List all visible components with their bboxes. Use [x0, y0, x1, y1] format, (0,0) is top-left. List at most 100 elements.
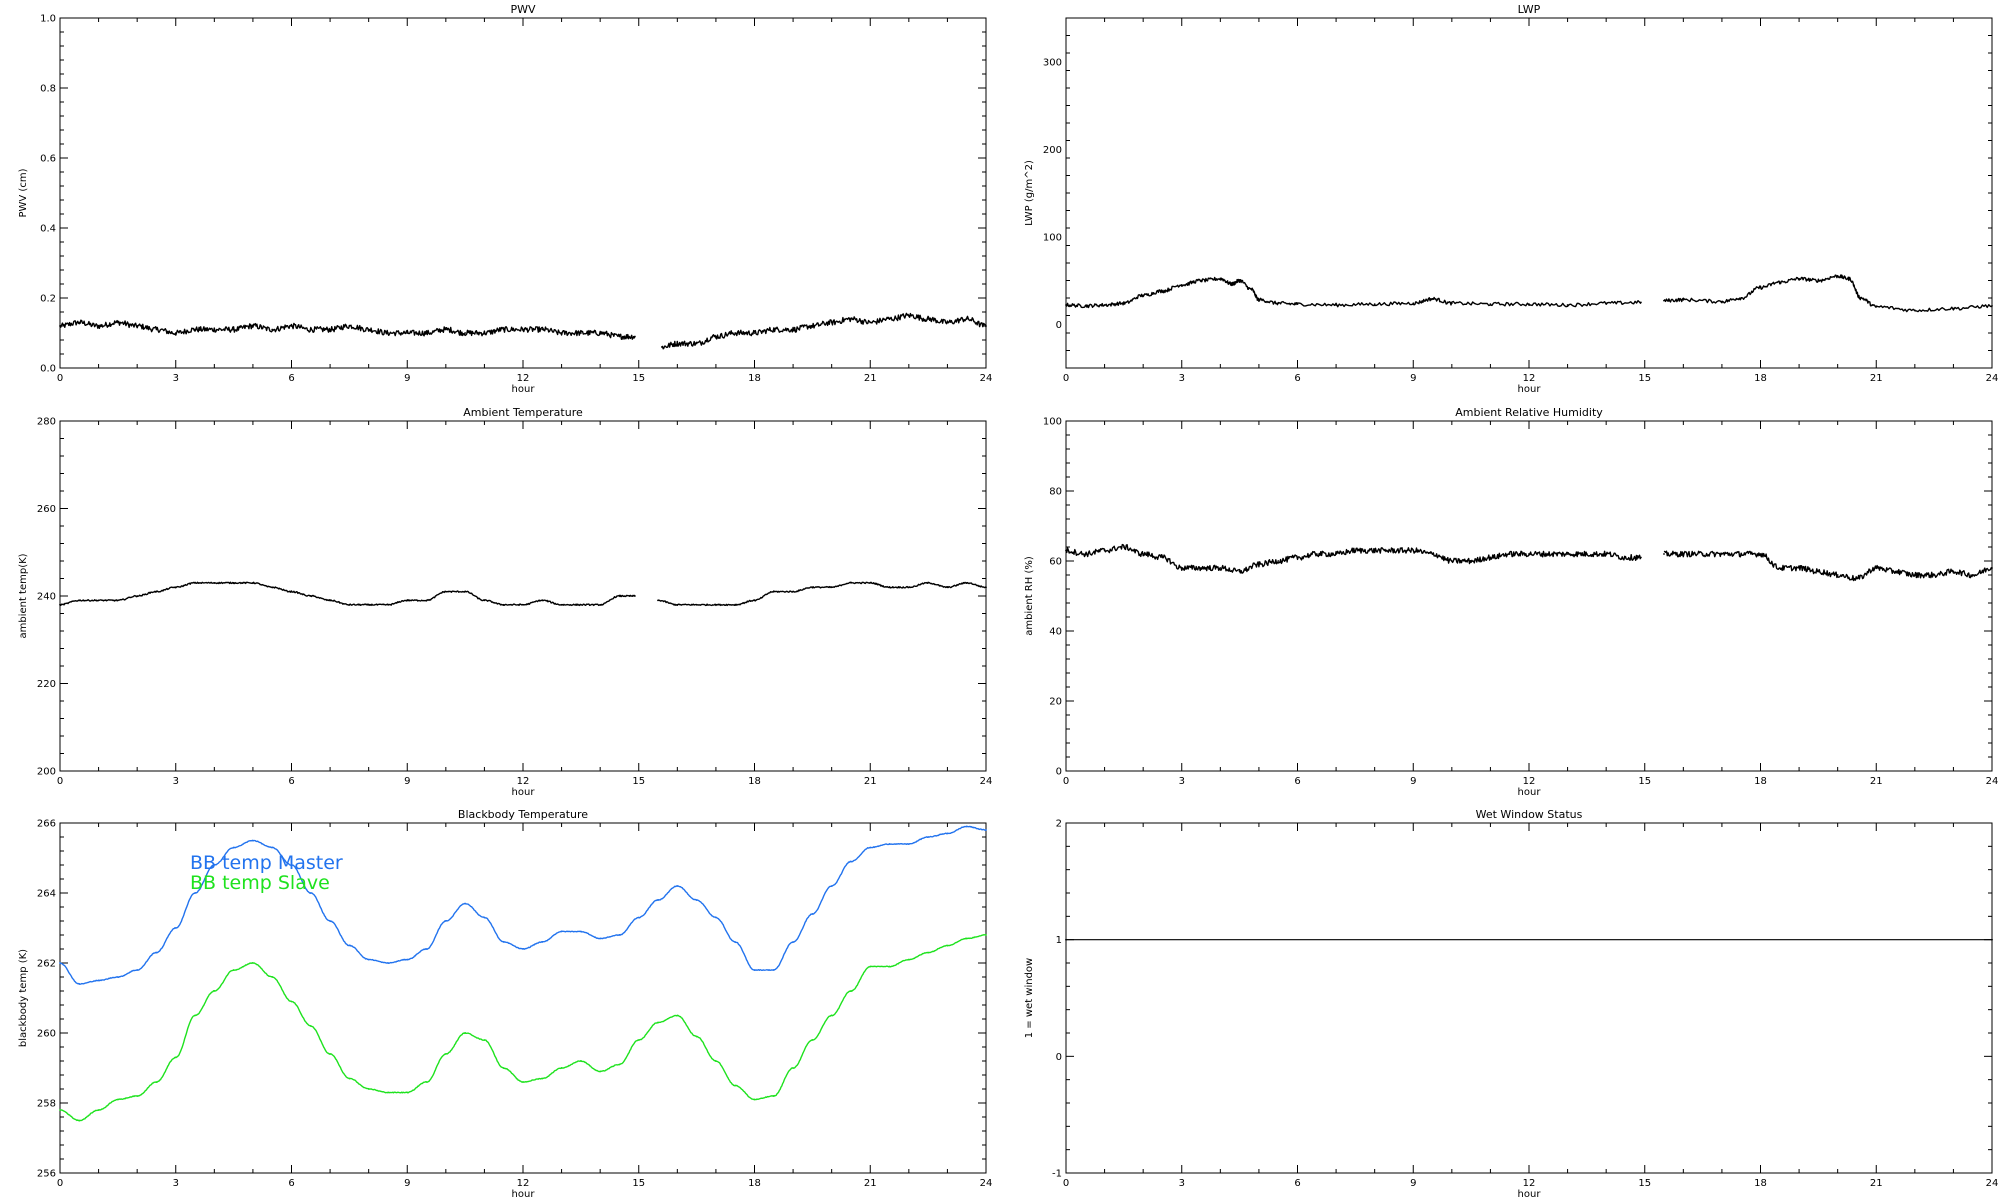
data-point: [1373, 549, 1376, 552]
data-point: [580, 603, 582, 606]
data-point: [1798, 277, 1800, 280]
y-axis-label: 1 = wet window: [1024, 958, 1035, 1038]
data-point: [1547, 553, 1550, 555]
data-point: [1848, 277, 1851, 280]
y-tick-label: 1: [1056, 935, 1062, 946]
x-tick-label: 18: [1754, 1178, 1767, 1189]
data-point: [213, 990, 216, 992]
x-tick-label: 12: [1523, 373, 1536, 384]
y-axis-label: LWP (g/m^2): [1024, 160, 1035, 226]
data-point: [252, 582, 254, 584]
data-point: [927, 951, 929, 954]
data-point: [1875, 305, 1878, 308]
data-point: [502, 1067, 505, 1069]
data-point: [117, 1098, 119, 1101]
y-tick-label: 262: [37, 959, 56, 970]
y-tick-label: 2: [1056, 819, 1062, 830]
data-point: [59, 325, 61, 327]
data-point: [965, 937, 968, 940]
x-tick-label: 24: [980, 373, 993, 384]
data-point: [580, 332, 582, 334]
data-point: [618, 595, 621, 597]
data-point: [1913, 574, 1916, 576]
data-point: [618, 335, 621, 338]
panel-pwv: PWV 0 3 6 9 12 15 18 21 24 hour 0.0 0.2 0.4 0.6 0.8 1.0 P…: [18, 3, 992, 395]
x-tick-label: 9: [404, 1178, 410, 1189]
data-point: [290, 325, 293, 327]
y-tick-label: 0: [1056, 1052, 1062, 1063]
x-tick-label: 24: [980, 776, 993, 787]
data-point: [1991, 305, 1993, 307]
y-tick-label: 280: [37, 417, 56, 428]
series-line: [59, 825, 986, 985]
y-tick-label: 60: [1049, 557, 1062, 568]
data-point: [1250, 288, 1253, 291]
data-point: [560, 930, 563, 933]
data-point: [1640, 556, 1642, 559]
x-tick-label: 24: [1986, 776, 1999, 787]
data-point: [1219, 277, 1222, 280]
data-point: [1084, 305, 1087, 307]
data-point: [97, 1109, 100, 1111]
data-point: [850, 990, 852, 992]
plot-title: Ambient Relative Humidity: [1455, 406, 1603, 419]
data-point: [78, 1119, 81, 1122]
data-point: [634, 335, 636, 338]
y-tick-label: 0.2: [40, 294, 56, 305]
data-point: [444, 1053, 447, 1055]
data-point: [676, 603, 679, 606]
data-point: [850, 860, 852, 863]
data-point: [985, 934, 987, 936]
data-point: [1238, 570, 1241, 573]
data-point: [869, 321, 872, 324]
data-point: [830, 586, 833, 589]
x-tick-label: 21: [1870, 776, 1883, 787]
data-point: [560, 332, 563, 334]
data-point: [1393, 549, 1395, 552]
data-point: [1412, 549, 1415, 552]
data-point: [888, 318, 891, 320]
data-point: [1373, 303, 1376, 305]
x-tick-label: 21: [864, 776, 877, 787]
data-point: [1142, 553, 1145, 555]
x-tick-label: 9: [1410, 1178, 1416, 1189]
x-tick-label: 18: [748, 776, 761, 787]
data-point: [1315, 553, 1318, 555]
series-0: [59, 825, 987, 985]
y-tick-label: 100: [1043, 232, 1062, 243]
data-point: [194, 582, 196, 584]
data-point: [772, 969, 775, 971]
plot-frame: [59, 420, 987, 772]
data-point: [1450, 302, 1453, 305]
data-point: [541, 599, 544, 602]
data-point: [425, 1081, 428, 1083]
data-point: [271, 328, 274, 331]
data-point: [502, 941, 505, 943]
y-axis-label: ambient RH (%): [1024, 556, 1035, 636]
y-tick-label: 256: [37, 1169, 56, 1180]
series-line: [59, 581, 987, 607]
x-tick-label: 3: [1179, 1178, 1185, 1189]
y-tick-label: 200: [37, 767, 56, 778]
y-tick-label: 0: [1056, 320, 1062, 331]
data-point: [136, 595, 139, 597]
data-point: [1489, 303, 1492, 305]
data-point: [329, 599, 331, 602]
data-point: [1663, 299, 1665, 302]
data-point: [1296, 303, 1299, 305]
data-point: [541, 328, 544, 331]
data-point: [1142, 294, 1145, 297]
x-tick-label: 15: [632, 776, 645, 787]
data-point: [213, 582, 216, 584]
data-point: [78, 983, 81, 985]
data-point: [444, 328, 447, 331]
data-point: [59, 962, 61, 964]
plot-title: Blackbody Temperature: [458, 808, 588, 821]
data-point: [1682, 553, 1685, 555]
y-tick-label: -1: [1052, 1169, 1062, 1180]
data-point: [1277, 560, 1280, 562]
data-point: [753, 969, 756, 971]
data-point: [830, 885, 833, 887]
data-point: [695, 342, 698, 345]
x-tick-label: 3: [173, 776, 179, 787]
